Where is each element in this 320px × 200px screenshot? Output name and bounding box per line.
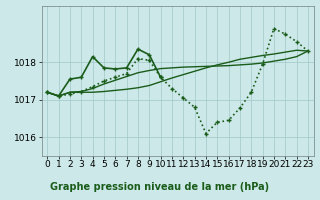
Text: Graphe pression niveau de la mer (hPa): Graphe pression niveau de la mer (hPa) [51, 182, 269, 192]
